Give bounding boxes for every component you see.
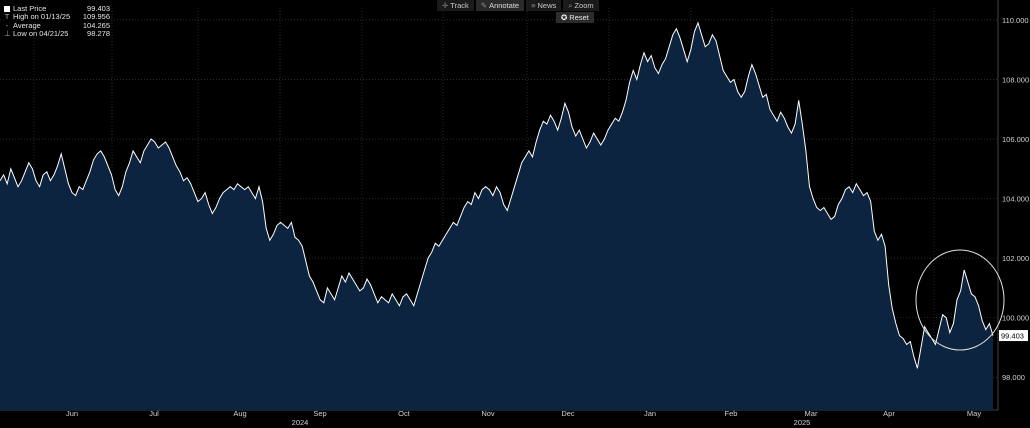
legend-low-value: 98.278 <box>87 28 110 38</box>
year-label: 2024 <box>292 418 309 427</box>
legend-last-price: Last Price 99.403 <box>4 4 110 13</box>
x-tick-label: Nov <box>481 409 495 418</box>
legend-low: ⊥ Low on 04/21/25 98.278 <box>4 28 110 38</box>
legend-avg-label: Average <box>13 20 41 30</box>
price-area <box>0 22 993 411</box>
y-tick-label: 104.000 <box>1002 195 1029 204</box>
zoom-label: Zoom <box>574 1 594 10</box>
magnifier-icon: ⌕ <box>568 1 573 10</box>
x-tick-label: Apr <box>883 409 895 418</box>
news-icon: ≡ <box>531 1 536 10</box>
x-tick-label: May <box>967 409 981 418</box>
y-tick-label: 110.000 <box>1002 16 1029 25</box>
legend-avg-value: 104.265 <box>82 20 110 30</box>
x-tick-label: Dec <box>561 409 575 418</box>
high-marker-icon: T <box>4 12 10 22</box>
average-marker-icon: - <box>5 20 9 30</box>
y-tick-label: 100.000 <box>1002 314 1029 323</box>
x-tick-label: Aug <box>233 409 246 418</box>
reset-icon: ✪ <box>561 13 568 22</box>
annotate-button[interactable]: ✎ Annotate <box>475 0 525 11</box>
y-tick-label: 98.000 <box>1002 373 1025 382</box>
annotate-label: Annotate <box>489 1 520 10</box>
last-price-tag-text: 99.403 <box>1001 332 1024 341</box>
price-line <box>0 21 994 369</box>
legend-high-value: 109.956 <box>82 12 110 22</box>
y-tick-label: 108.000 <box>1002 75 1029 84</box>
x-tick-label: Jun <box>66 409 78 418</box>
legend-average: - Average 104.265 <box>4 20 110 30</box>
legend-last-value: 99.403 <box>87 4 110 13</box>
x-tick-label: Jul <box>149 409 159 418</box>
news-button[interactable]: ≡ News <box>526 0 562 11</box>
annotation-circle <box>915 249 1005 351</box>
legend-box: Last Price 99.403 T High on 01/13/25 109.… <box>4 4 110 39</box>
pencil-icon: ✎ <box>480 1 488 10</box>
legend-high: T High on 01/13/25 109.956 <box>4 12 110 22</box>
x-tick-label: Mar <box>805 409 818 418</box>
track-label: Track <box>450 1 469 10</box>
legend-last-label: Last Price <box>13 4 47 13</box>
reset-label: Reset <box>569 13 589 22</box>
x-tick-label: Sep <box>313 409 326 418</box>
last-price-swatch <box>4 6 10 13</box>
y-tick-label: 102.000 <box>1002 254 1029 263</box>
news-label: News <box>537 1 557 10</box>
last-price-tag <box>999 330 1028 342</box>
x-tick-label: Oct <box>398 409 411 418</box>
x-tick-label: Feb <box>725 409 738 418</box>
legend-high-label: High on 01/13/25 <box>13 12 71 22</box>
crosshair-icon: ✛ <box>442 1 449 10</box>
year-label: 2025 <box>794 418 811 427</box>
low-marker-icon: ⊥ <box>4 28 11 38</box>
chart-toolbar: ✛ Track ✎ Annotate ≡ News ⌕ Zoom <box>437 0 599 11</box>
zoom-button[interactable]: ⌕ Zoom <box>563 0 599 11</box>
y-tick-label: 106.000 <box>1002 135 1029 144</box>
x-tick-label: Jan <box>644 409 656 418</box>
legend-low-label: Low on 04/21/25 <box>13 28 69 38</box>
track-button[interactable]: ✛ Track <box>437 0 474 11</box>
reset-button[interactable]: ✪ Reset <box>556 12 594 23</box>
